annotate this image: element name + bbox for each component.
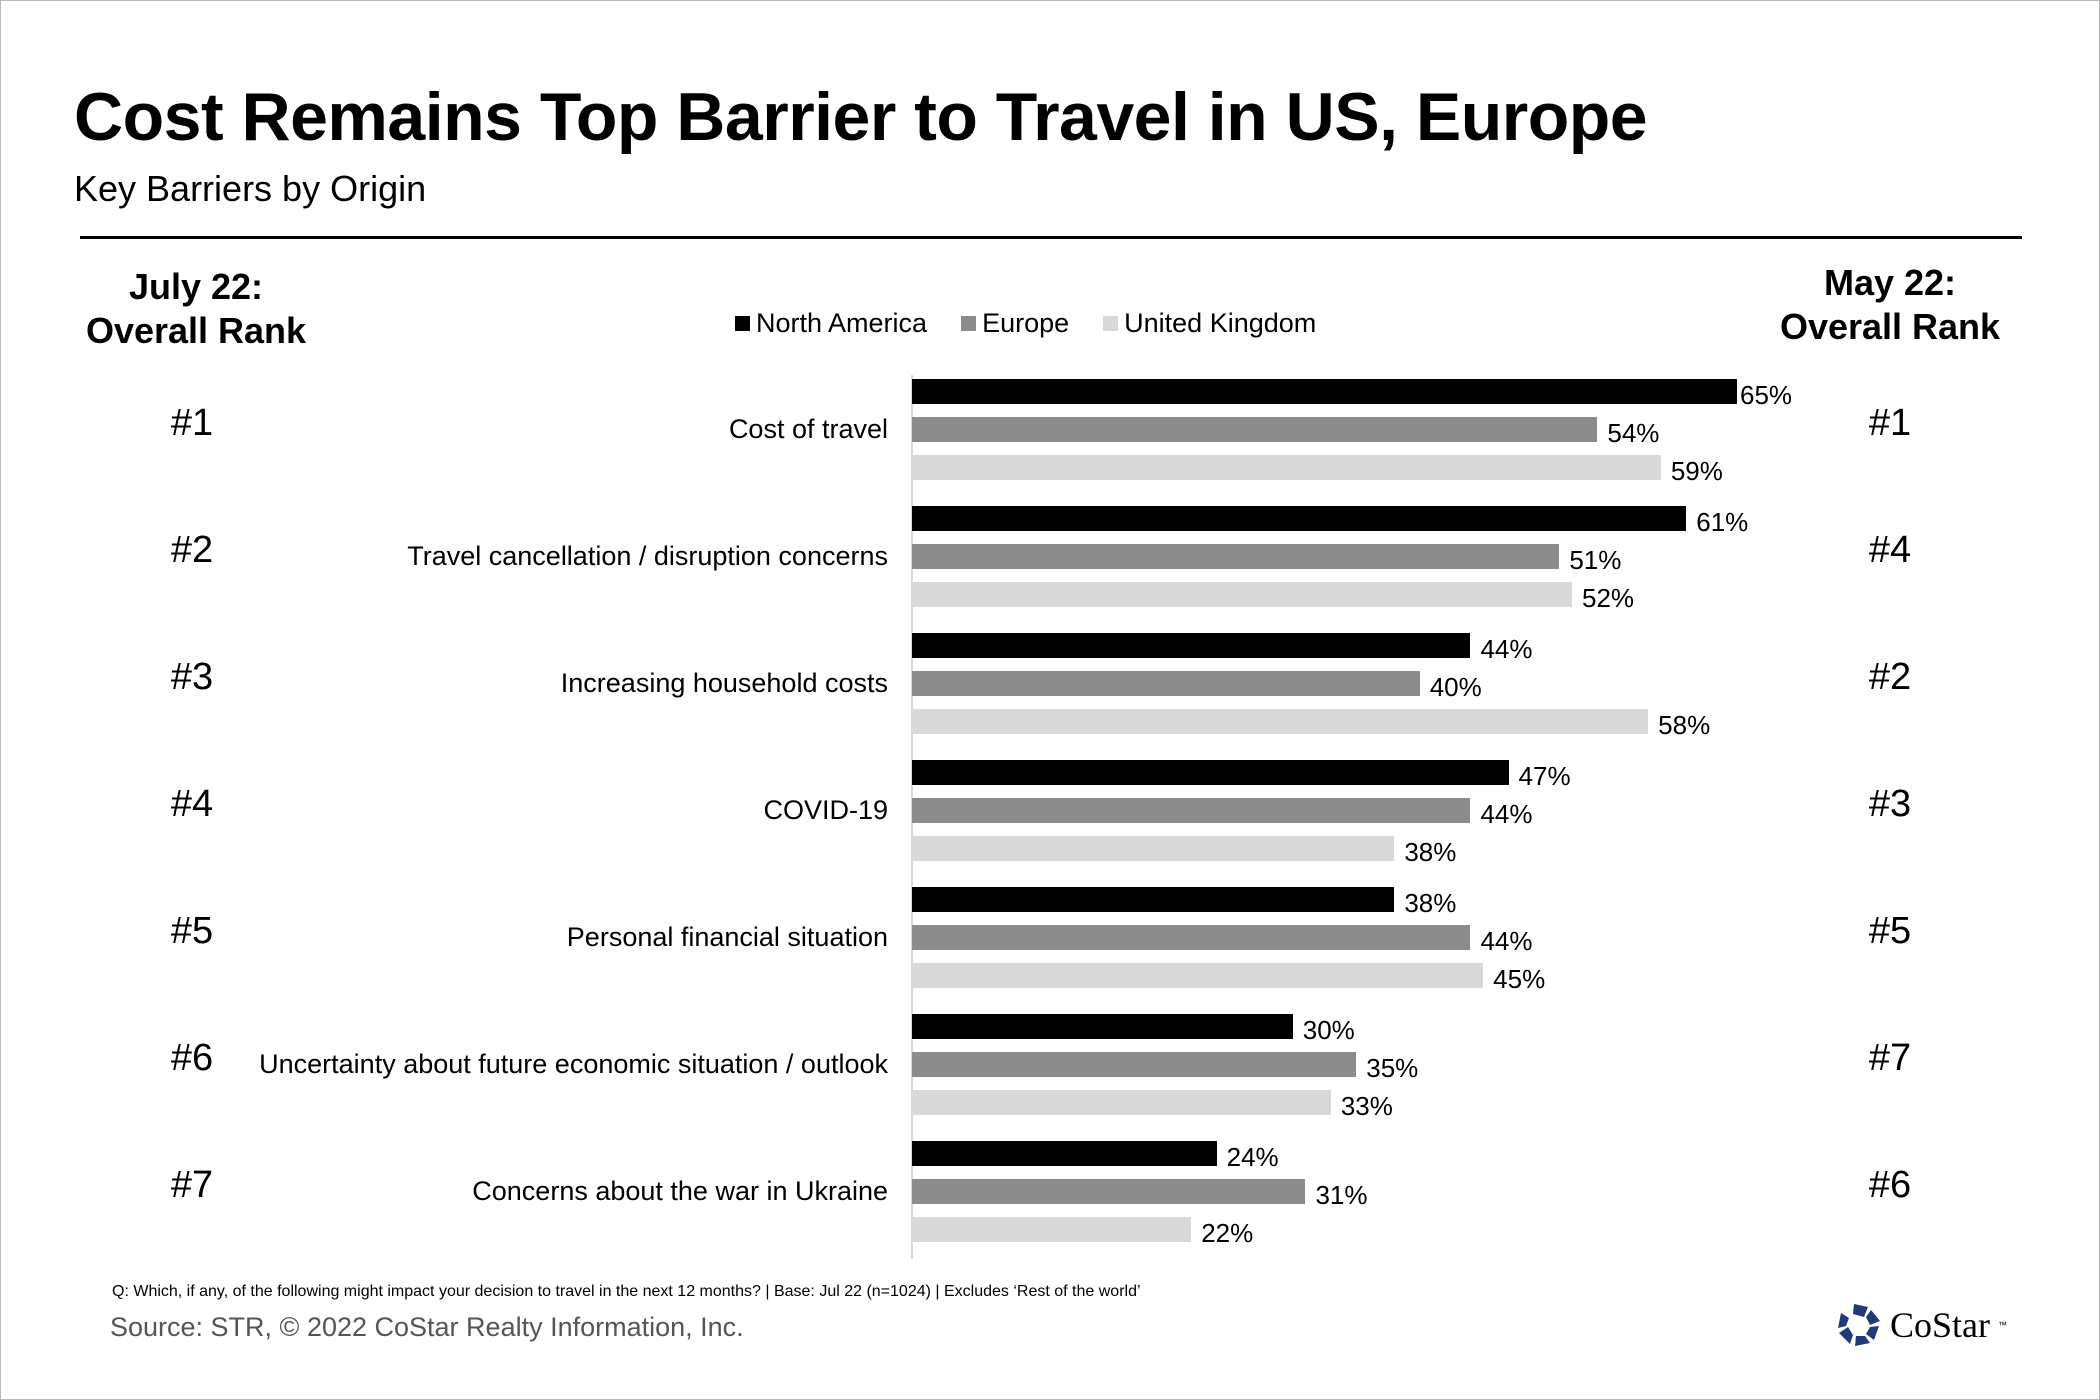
bar-north-america xyxy=(912,379,1737,404)
legend-swatch xyxy=(961,316,977,331)
data-label: 52% xyxy=(1582,583,1635,613)
july-rank-header: July 22: Overall Rank xyxy=(66,265,326,353)
category-label: Concerns about the war in Ukraine xyxy=(472,1175,888,1206)
legend-item: Europe xyxy=(961,308,1069,339)
bar-united-kingdom xyxy=(912,455,1661,480)
data-label: 31% xyxy=(1315,1180,1368,1210)
data-label: 44% xyxy=(1480,926,1533,956)
footnote: Q: Which, if any, of the following might… xyxy=(112,1283,1141,1300)
legend-item: North America xyxy=(735,308,927,339)
bar-united-kingdom xyxy=(912,582,1572,607)
july-rank: #3 xyxy=(170,655,214,698)
bar-north-america xyxy=(912,633,1471,658)
category-label: Uncertainty about future economic situat… xyxy=(259,1048,888,1079)
category-label: Increasing household costs xyxy=(560,667,888,698)
may-rank: #6 xyxy=(1868,1163,1912,1206)
bar-europe xyxy=(912,544,1560,569)
bar-north-america xyxy=(912,1141,1217,1166)
may-rank-header-line2: Overall Rank xyxy=(1779,306,2001,347)
category-label: Cost of travel xyxy=(728,413,888,444)
bar-north-america xyxy=(912,887,1395,912)
legend-swatch xyxy=(735,316,750,331)
data-label: 40% xyxy=(1429,672,1482,702)
costar-logo: CoStar ™ xyxy=(1836,1302,2007,1348)
bar-united-kingdom xyxy=(912,1217,1192,1242)
bar-united-kingdom xyxy=(912,836,1395,861)
chart-subtitle: Key Barriers by Origin xyxy=(74,168,427,209)
data-label: 54% xyxy=(1607,418,1660,448)
bar-europe xyxy=(912,1179,1306,1204)
source-note: Source: STR, © 2022 CoStar Realty Inform… xyxy=(110,1312,744,1342)
divider xyxy=(80,236,2022,239)
bar-united-kingdom xyxy=(912,963,1484,988)
bar-europe xyxy=(912,1052,1357,1077)
may-rank: #3 xyxy=(1868,782,1912,825)
may-rank-header-line1: May 22: xyxy=(1823,262,1957,303)
data-label: 33% xyxy=(1340,1091,1393,1121)
data-label: 24% xyxy=(1226,1142,1279,1172)
legend-label: Europe xyxy=(982,308,1070,338)
july-rank-header-line1: July 22: xyxy=(128,266,264,307)
logo-text: CoStar xyxy=(1890,1305,1991,1345)
legend-label: North America xyxy=(756,308,928,338)
legend-swatch xyxy=(1103,316,1119,331)
may-rank: #4 xyxy=(1868,528,1912,571)
data-label: 65% xyxy=(1740,380,1793,410)
category-label: COVID-19 xyxy=(763,794,888,825)
data-label: 58% xyxy=(1658,710,1711,740)
may-rank: #5 xyxy=(1868,909,1912,952)
july-rank: #7 xyxy=(170,1163,214,1206)
bar-united-kingdom xyxy=(912,709,1649,734)
bar-europe xyxy=(912,925,1471,950)
data-label: 61% xyxy=(1696,507,1749,537)
data-label: 38% xyxy=(1404,888,1457,918)
legend: North America Europe United Kingdom xyxy=(735,308,1316,339)
bar-north-america xyxy=(912,760,1509,785)
bar-united-kingdom xyxy=(912,1090,1331,1115)
may-rank: #1 xyxy=(1868,401,1912,444)
may-rank: #7 xyxy=(1868,1036,1912,1079)
july-rank: #6 xyxy=(170,1036,214,1079)
may-rank-header: May 22: Overall Rank xyxy=(1760,261,2020,349)
data-label: 47% xyxy=(1518,761,1571,791)
bar-europe xyxy=(912,798,1471,823)
july-rank-header-line2: Overall Rank xyxy=(85,310,307,351)
bar-europe xyxy=(912,417,1598,442)
july-rank: #1 xyxy=(170,401,214,444)
july-rank: #2 xyxy=(170,528,214,571)
data-label: 22% xyxy=(1201,1218,1254,1248)
data-label: 44% xyxy=(1480,799,1533,829)
data-label: 35% xyxy=(1366,1053,1419,1083)
costar-star-icon xyxy=(1838,1304,1880,1346)
legend-item: United Kingdom xyxy=(1103,308,1316,339)
data-label: 51% xyxy=(1569,545,1622,575)
data-label: 30% xyxy=(1302,1015,1355,1045)
bar-north-america xyxy=(912,1014,1293,1039)
legend-label: United Kingdom xyxy=(1124,308,1317,338)
data-label: 44% xyxy=(1480,634,1533,664)
category-label: Personal financial situation xyxy=(566,921,888,952)
category-label: Travel cancellation / disruption concern… xyxy=(407,540,888,571)
chart-title: Cost Remains Top Barrier to Travel in US… xyxy=(74,79,1648,155)
data-label: 59% xyxy=(1670,456,1723,486)
july-rank: #4 xyxy=(170,782,214,825)
logo-tm: ™ xyxy=(1998,1320,2008,1330)
july-rank: #5 xyxy=(170,909,214,952)
bar-europe xyxy=(912,671,1420,696)
bar-north-america xyxy=(912,506,1687,531)
may-rank: #2 xyxy=(1868,655,1912,698)
data-label: 45% xyxy=(1493,964,1546,994)
data-label: 38% xyxy=(1404,837,1457,867)
